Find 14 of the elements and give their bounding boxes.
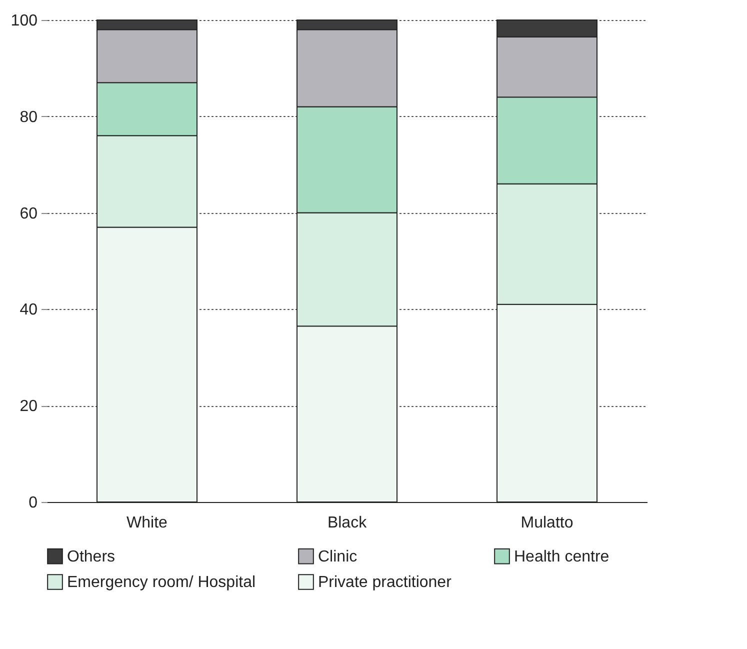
legend-label: Private practitioner <box>318 574 452 591</box>
x-tick-label: Mulatto <box>520 514 574 532</box>
y-tick-label: 100 <box>10 12 38 30</box>
legend-label: Clinic <box>318 548 358 566</box>
x-tick-label: White <box>126 514 168 532</box>
y-tick-label: 80 <box>20 108 38 126</box>
legend-label: Emergency room/ Hospital <box>67 574 256 591</box>
legend-label: Others <box>67 548 116 566</box>
legend-label: Health centre <box>514 548 610 566</box>
y-tick-label: 0 <box>28 494 38 512</box>
y-tick-label: 40 <box>20 302 38 319</box>
y-tick-label: 20 <box>20 398 38 416</box>
y-tick-label: 60 <box>20 205 38 222</box>
x-tick-label: Black <box>327 514 368 532</box>
